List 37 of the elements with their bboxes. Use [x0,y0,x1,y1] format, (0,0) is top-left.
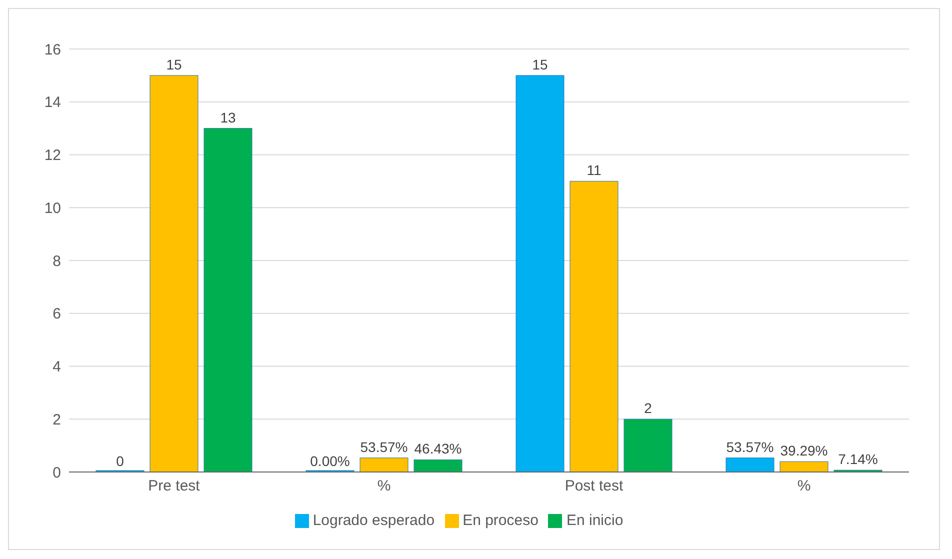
y-tick-label: 14 [44,94,61,112]
bar [780,461,828,472]
bar [414,459,462,472]
y-tick-label: 16 [44,41,61,58]
data-label: 15 [532,56,548,72]
x-tick-label: % [797,478,811,495]
data-label: 53.57% [360,438,408,455]
data-label: 15 [166,56,182,72]
y-tick-label: 2 [52,411,61,428]
bar [726,458,774,472]
legend-label: En inicio [566,512,624,529]
bar [204,128,252,472]
y-tick-label: 6 [52,306,61,323]
data-label: 2 [644,400,652,416]
y-tick-label: 12 [44,147,61,164]
data-label: 11 [586,162,602,178]
data-label: 13 [220,109,236,126]
x-tick-label: % [377,478,391,495]
data-label: 39.29% [780,442,828,459]
y-tick-label: 8 [52,252,61,270]
x-tick-label: Post test [564,478,624,495]
legend-label: En proceso [462,512,538,529]
data-label: 7.14% [838,451,878,468]
y-tick-label: 4 [52,358,61,376]
legend-label: Logrado esperado [312,512,435,529]
bar [360,458,408,472]
data-label: 0 [116,453,124,469]
data-label: 46.43% [414,440,462,457]
bar [150,75,198,472]
x-tick-label: Pre test [148,478,201,495]
bar [624,418,672,472]
y-tick-label: 10 [44,200,61,217]
bar [516,75,564,472]
y-tick-label: 0 [52,464,61,482]
bar [570,180,618,472]
data-label: 0.00% [310,453,350,469]
data-label: 53.57% [726,438,774,455]
